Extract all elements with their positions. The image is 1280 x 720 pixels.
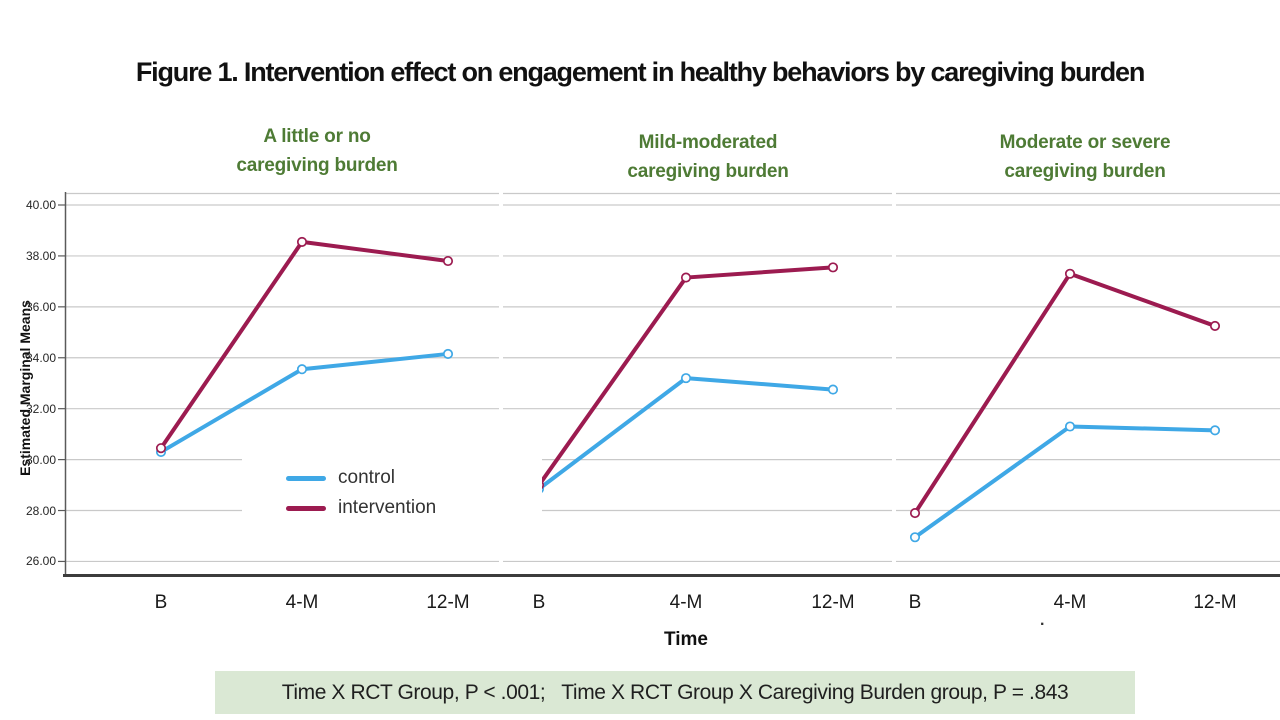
series-line-control [537, 376, 835, 491]
data-point-marker-intervention [909, 508, 921, 519]
panel-title-moderate-severe-burden: Moderate or severe caregiving burden [925, 128, 1245, 186]
data-point-marker-control [1209, 425, 1221, 436]
control-line-swatch [286, 475, 326, 481]
legend-item-intervention: intervention [242, 493, 542, 523]
x-axis-label: Time [663, 629, 708, 650]
legend-label: control [338, 467, 396, 488]
x-tick-label: 12-M [811, 592, 855, 613]
panel-title-line: caregiving burden [1004, 161, 1166, 182]
y-tick-label: 40.00 [25, 198, 56, 212]
x-tick-label: 4-M [669, 592, 703, 613]
stray-period-mark: . [1040, 612, 1045, 629]
y-tick-label: 32.00 [25, 401, 56, 416]
stats-annotation-box: Time X RCT Group, P < .001; Time X RCT G… [215, 671, 1135, 714]
x-tick-label: 4-M [1053, 592, 1087, 613]
panel-title-line: caregiving burden [236, 155, 398, 176]
data-point-marker-control [827, 384, 839, 395]
x-tick-label: 12-M [1193, 592, 1237, 613]
chart-legend: control intervention [242, 455, 542, 535]
data-point-marker-intervention [155, 443, 167, 454]
x-tick-label: B [154, 592, 168, 613]
data-point-marker-control [909, 532, 921, 543]
y-tick-label: 34.00 [25, 350, 56, 365]
data-point-marker-control [1064, 421, 1076, 432]
y-tick-label: 26.00 [25, 554, 56, 569]
figure-title: Figure 1. Intervention effect on engagem… [135, 57, 1145, 87]
panel-title-line: A little or no [263, 126, 371, 147]
panel-title-line: caregiving burden [627, 161, 789, 182]
x-tick-label: B [908, 592, 922, 613]
series-line-intervention [159, 239, 450, 451]
data-point-marker-control [296, 364, 308, 375]
legend-item-control: control [242, 463, 542, 493]
data-point-marker-intervention [442, 255, 454, 267]
data-point-marker-intervention [1209, 320, 1221, 331]
intervention-line-swatch [286, 505, 326, 511]
x-tick-label: 4-M [285, 592, 319, 613]
x-tick-label: 12-M [426, 592, 470, 613]
data-point-marker-intervention [680, 272, 692, 283]
y-tick-label: 36.00 [25, 299, 56, 314]
data-point-marker-control [442, 348, 454, 359]
data-point-marker-intervention [1064, 268, 1076, 279]
panel-title-line: Mild-moderated [638, 132, 778, 153]
y-tick-label: 28.00 [25, 503, 56, 518]
panel-title-mild-moderate-burden: Mild-moderated caregiving burden [548, 128, 868, 186]
panel-title-line: Moderate or severe [999, 132, 1171, 153]
panel-title-little-burden: A little or no caregiving burden [157, 122, 477, 180]
y-tick-label: 30.00 [25, 452, 56, 467]
data-point-marker-control [680, 373, 692, 384]
series-line-intervention [913, 271, 1217, 516]
legend-label: intervention [338, 497, 437, 518]
x-tick-label: B [532, 592, 546, 613]
y-tick-label: 38.00 [25, 248, 56, 263]
data-point-marker-intervention [827, 262, 839, 273]
data-point-marker-intervention [296, 236, 308, 247]
